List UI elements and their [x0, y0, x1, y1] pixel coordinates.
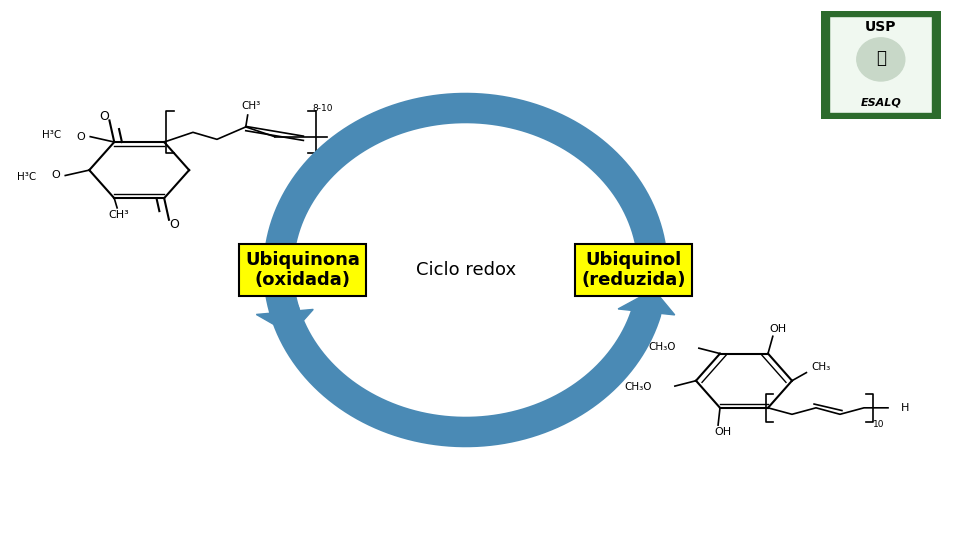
Text: 🏺: 🏺: [876, 49, 886, 68]
Text: 8-10: 8-10: [312, 104, 333, 113]
Polygon shape: [256, 309, 313, 334]
Text: CH₃O: CH₃O: [625, 382, 652, 392]
Text: OH: OH: [714, 427, 732, 437]
Text: H³C: H³C: [17, 172, 36, 182]
Text: H: H: [901, 403, 909, 413]
Text: USP: USP: [865, 20, 897, 34]
Text: H³C: H³C: [42, 130, 61, 140]
Text: CH³: CH³: [241, 102, 260, 111]
Text: O: O: [76, 132, 85, 141]
Text: Ubiquinol
(reduzida): Ubiquinol (reduzida): [582, 251, 685, 289]
Text: CH₃: CH₃: [811, 362, 830, 372]
Text: CH³: CH³: [108, 211, 130, 220]
Text: Ubiquinona
(oxidada): Ubiquinona (oxidada): [245, 251, 360, 289]
Text: O: O: [51, 171, 60, 180]
Text: OH: OH: [769, 325, 786, 334]
Text: O: O: [100, 110, 109, 123]
FancyBboxPatch shape: [821, 11, 941, 119]
Text: Ciclo redox: Ciclo redox: [416, 261, 516, 279]
Text: ESALQ: ESALQ: [860, 98, 901, 107]
Text: H: H: [341, 132, 348, 141]
FancyBboxPatch shape: [829, 16, 932, 113]
Text: O: O: [169, 218, 179, 231]
Text: 10: 10: [873, 420, 884, 429]
Polygon shape: [618, 289, 675, 315]
Text: CH₃O: CH₃O: [649, 342, 676, 352]
Circle shape: [856, 38, 904, 81]
